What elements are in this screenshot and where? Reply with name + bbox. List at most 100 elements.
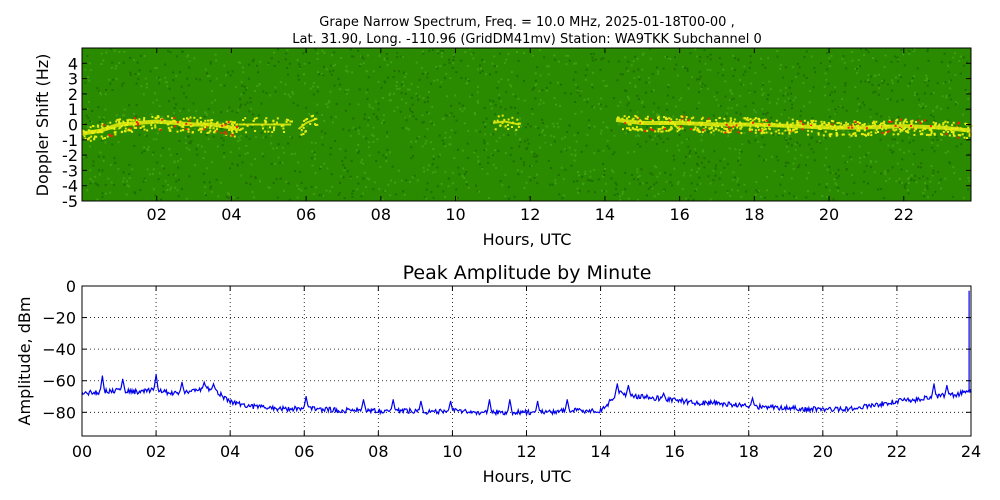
noise-speck <box>684 66 686 69</box>
noise-speck <box>293 152 296 155</box>
signal-speck <box>657 130 660 133</box>
noise-speck <box>367 146 370 149</box>
noise-speck <box>737 58 740 61</box>
noise-speck <box>605 190 608 193</box>
noise-speck <box>741 143 744 145</box>
noise-speck <box>678 99 681 101</box>
noise-speck <box>603 190 606 193</box>
signal-speck <box>678 119 681 122</box>
x-tick-label: 04 <box>220 442 240 461</box>
noise-speck <box>100 52 103 55</box>
noise-speck <box>736 180 739 183</box>
noise-speck <box>687 145 690 148</box>
signal-speck <box>654 130 657 133</box>
noise-speck <box>559 118 562 121</box>
noise-speck <box>496 86 499 89</box>
noise-speck <box>655 127 658 130</box>
noise-speck <box>362 57 365 60</box>
signal-speck <box>895 128 898 131</box>
noise-speck <box>702 149 705 152</box>
noise-speck <box>366 88 369 91</box>
noise-speck <box>240 80 243 83</box>
noise-speck <box>400 55 403 58</box>
noise-speck <box>728 147 731 150</box>
noise-speck <box>678 149 681 152</box>
signal-speck <box>806 123 809 126</box>
noise-speck <box>272 147 275 150</box>
noise-speck <box>390 61 393 64</box>
signal-speck <box>726 129 729 132</box>
noise-speck <box>162 185 165 188</box>
noise-speck <box>166 85 169 88</box>
noise-speck <box>754 111 757 114</box>
noise-speck <box>729 88 732 91</box>
noise-speck <box>872 57 874 60</box>
y-tick-label: 0 <box>68 116 78 135</box>
noise-speck <box>415 118 418 121</box>
signal-speck <box>929 125 932 128</box>
noise-speck <box>455 71 458 74</box>
noise-speck <box>371 133 373 136</box>
noise-speck <box>657 193 660 195</box>
noise-speck <box>509 153 512 156</box>
signal-speck <box>723 117 726 120</box>
noise-speck <box>806 156 809 159</box>
amplitude-spike-point <box>933 383 935 385</box>
noise-speck <box>687 198 690 201</box>
noise-speck <box>947 64 949 67</box>
signal-speck <box>126 121 129 124</box>
noise-speck <box>628 97 631 100</box>
noise-speck <box>645 91 647 94</box>
signal-speck <box>231 121 234 124</box>
noise-speck <box>158 82 160 85</box>
signal-speck <box>946 121 949 124</box>
noise-speck <box>556 122 559 125</box>
noise-speck <box>701 82 704 85</box>
signal-speck <box>193 116 196 119</box>
noise-speck <box>262 125 265 128</box>
doppler-trace <box>238 117 293 134</box>
noise-speck <box>636 168 639 171</box>
noise-speck <box>698 60 701 63</box>
noise-speck <box>89 120 91 123</box>
noise-speck <box>762 83 764 86</box>
noise-speck <box>666 94 669 97</box>
noise-speck <box>785 145 788 148</box>
noise-speck <box>775 155 778 158</box>
noise-speck <box>452 53 455 56</box>
noise-speck <box>910 179 913 182</box>
noise-speck <box>465 183 468 186</box>
noise-speck <box>627 197 630 200</box>
noise-speck <box>908 82 911 85</box>
noise-speck <box>895 180 898 183</box>
noise-speck <box>380 86 383 89</box>
noise-speck <box>851 51 854 53</box>
noise-speck <box>671 124 674 127</box>
signal-speck <box>865 127 868 130</box>
noise-speck <box>368 178 371 181</box>
noise-speck <box>463 107 466 110</box>
noise-speck <box>462 167 465 170</box>
noise-speck <box>529 125 532 128</box>
noise-speck <box>321 73 324 75</box>
noise-speck <box>763 196 766 199</box>
signal-speck <box>814 123 817 126</box>
noise-speck <box>697 164 700 167</box>
noise-speck <box>149 173 151 176</box>
noise-speck <box>683 171 686 174</box>
amplitude-spike-point <box>751 397 754 399</box>
noise-speck <box>641 100 644 103</box>
noise-speck <box>926 187 929 190</box>
signal-speck <box>157 115 160 118</box>
signal-speck <box>848 133 851 136</box>
noise-speck <box>220 181 222 184</box>
noise-speck <box>963 138 966 141</box>
noise-speck <box>104 192 107 195</box>
noise-speck <box>667 86 670 89</box>
signal-speck <box>108 133 111 136</box>
noise-speck <box>720 63 723 66</box>
noise-speck <box>416 94 419 97</box>
signal-speck <box>739 127 742 130</box>
signal-speck <box>636 128 639 131</box>
signal-speck <box>301 123 304 126</box>
